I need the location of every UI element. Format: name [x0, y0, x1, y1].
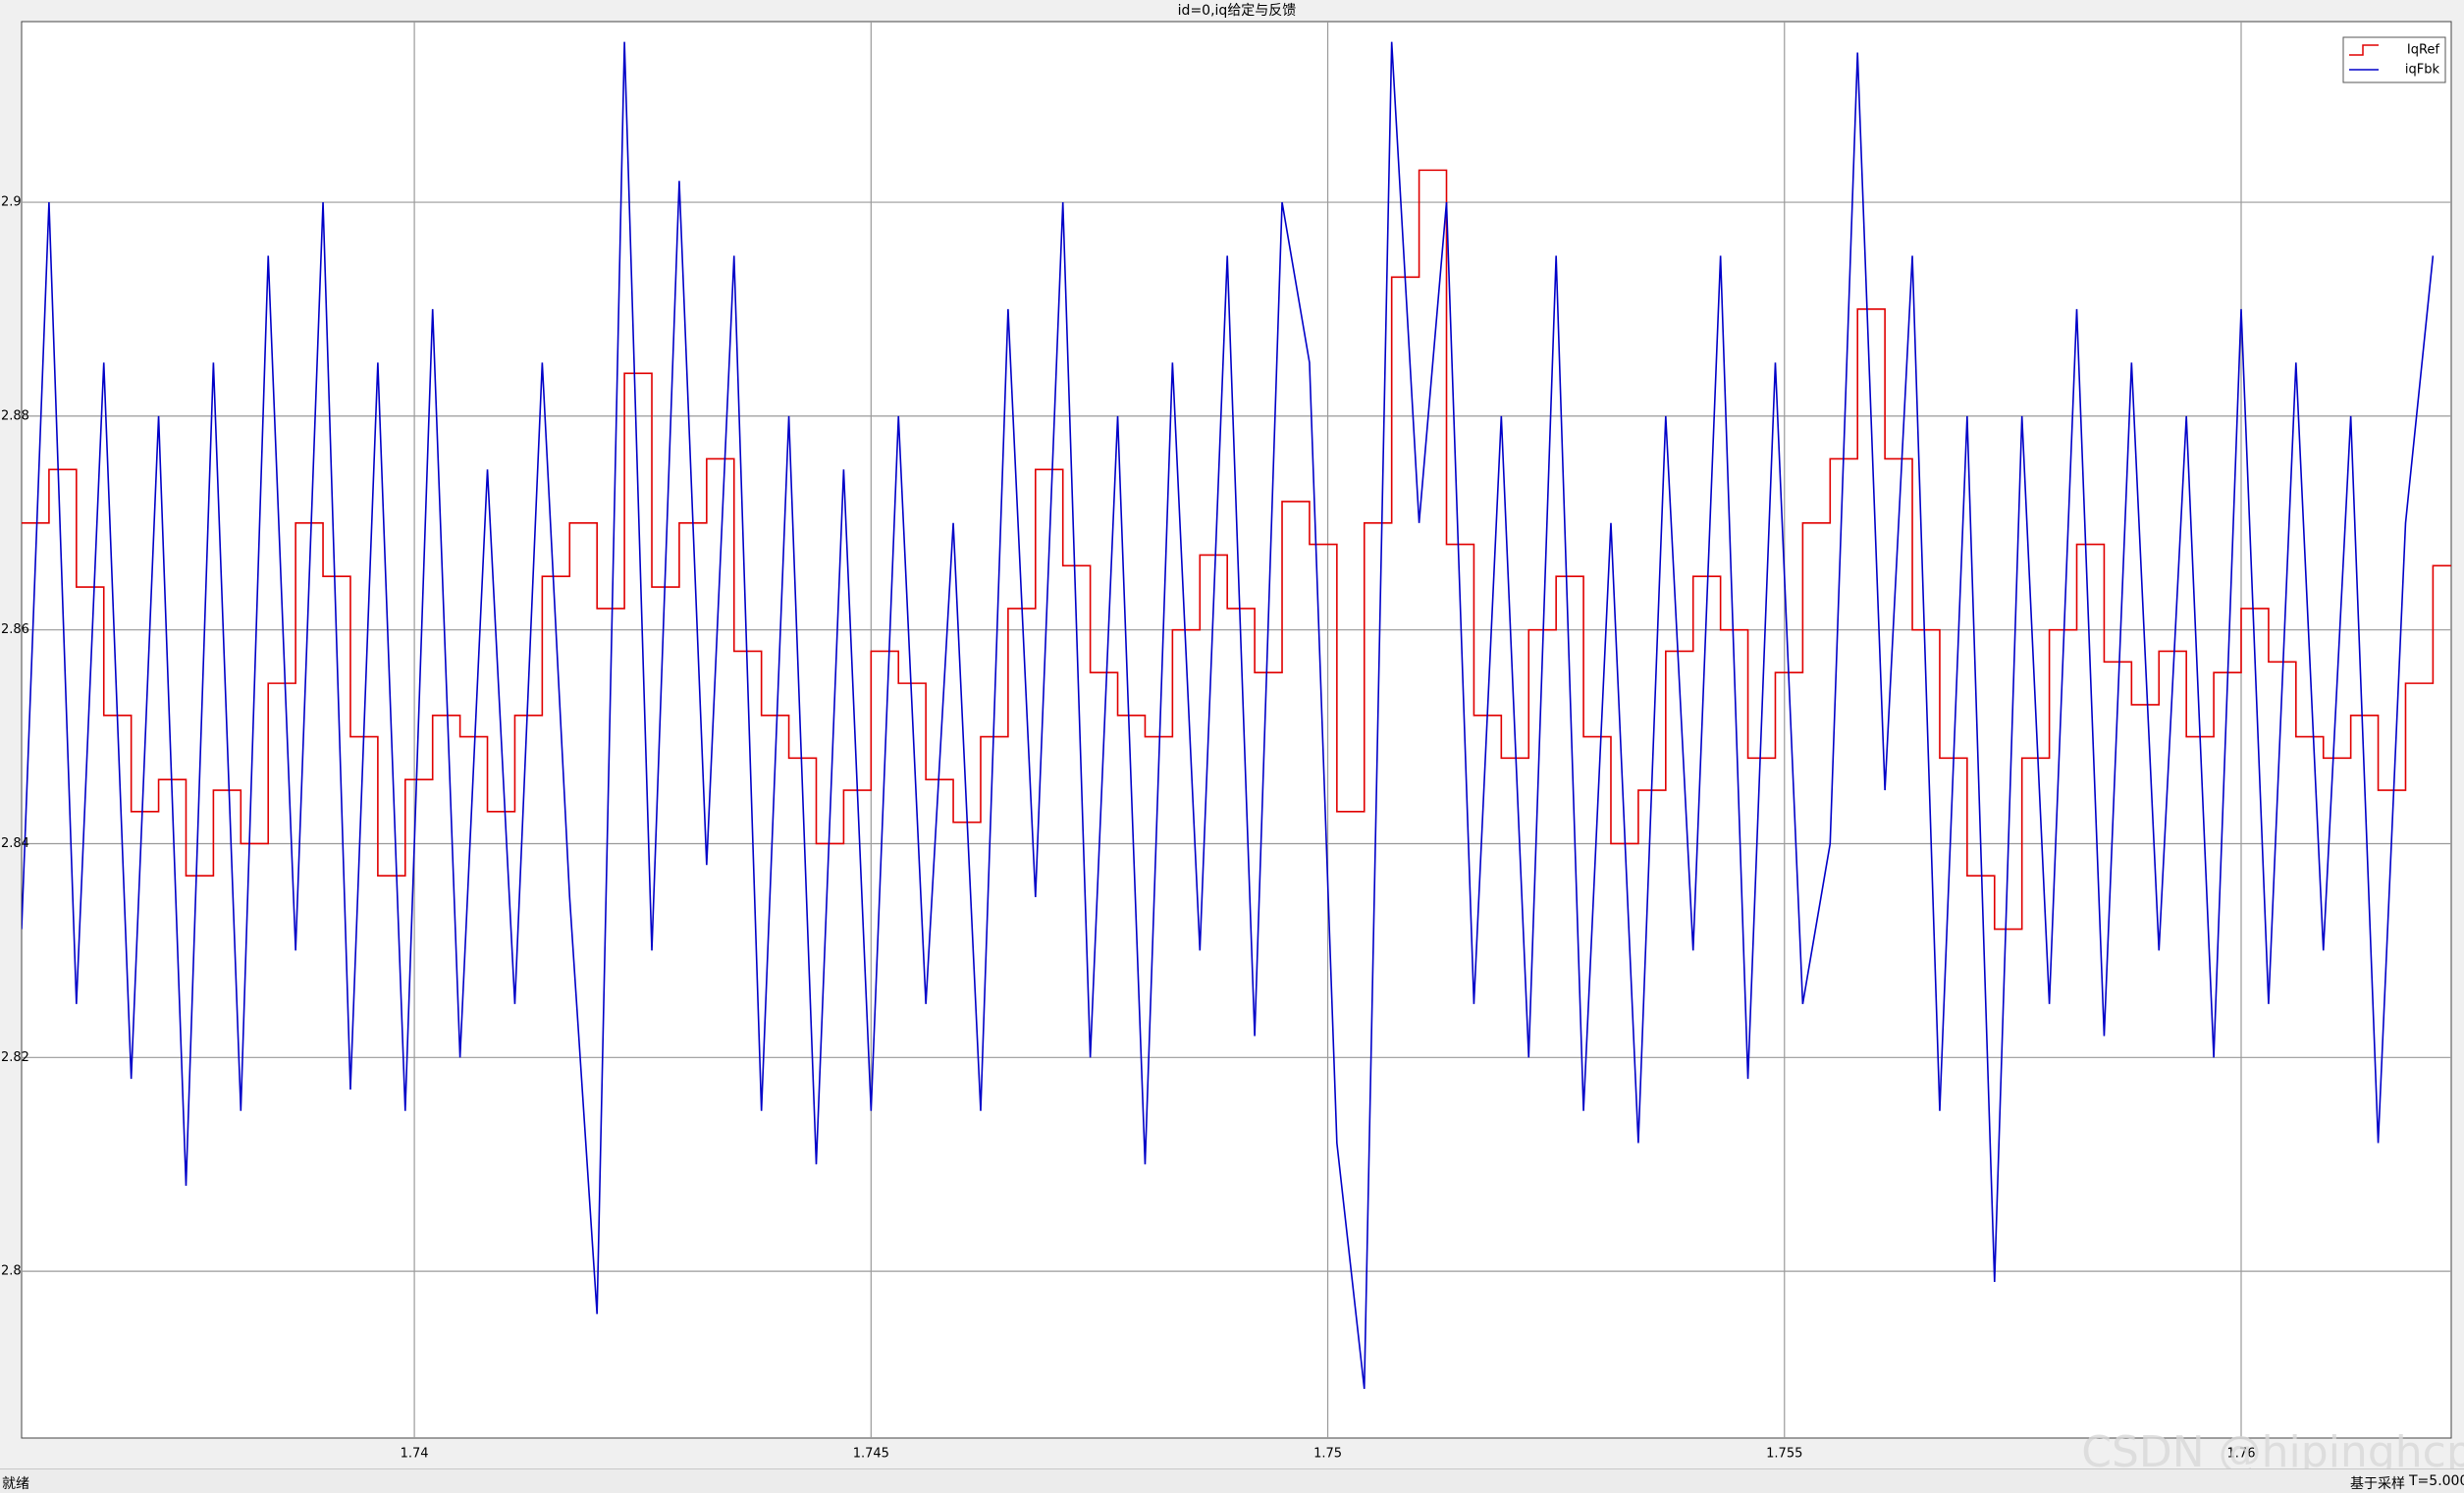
- y-tick-label: 2.9: [1, 195, 22, 210]
- status-mode: 基于采样: [2350, 1476, 2405, 1492]
- y-tick-label: 2.82: [1, 1050, 29, 1065]
- x-tick-label: 1.745: [853, 1447, 889, 1462]
- status-time: T=5.000: [2409, 1473, 2464, 1489]
- y-tick-label: 2.8: [1, 1264, 22, 1279]
- plot-area: [21, 21, 2452, 1439]
- y-tick-label: 2.86: [1, 622, 29, 637]
- status-bar: 就绪 基于采样 T=5.000: [0, 1468, 2464, 1493]
- status-text: 就绪: [2, 1476, 29, 1492]
- legend-label: IqRef: [2407, 43, 2440, 58]
- chart-title: id=0,iq给定与反馈: [1178, 3, 1297, 19]
- y-tick-label: 2.84: [1, 836, 29, 851]
- series-line: [22, 41, 2435, 1389]
- watermark: CSDN @hipinghcp: [2081, 1427, 2464, 1468]
- x-tick-label: 1.76: [2227, 1447, 2256, 1462]
- legend: IqRef iqFbk: [2342, 36, 2446, 83]
- y-tick-label: 2.88: [1, 408, 29, 423]
- x-tick-label: 1.755: [1766, 1447, 1802, 1462]
- legend-box: [2342, 36, 2446, 83]
- x-tick-label: 1.75: [1313, 1447, 1342, 1462]
- legend-label: iqFbk: [2405, 63, 2440, 78]
- x-tick-label: 1.74: [401, 1447, 429, 1462]
- legend-swatch: [2349, 44, 2379, 56]
- series-line: [22, 169, 2451, 931]
